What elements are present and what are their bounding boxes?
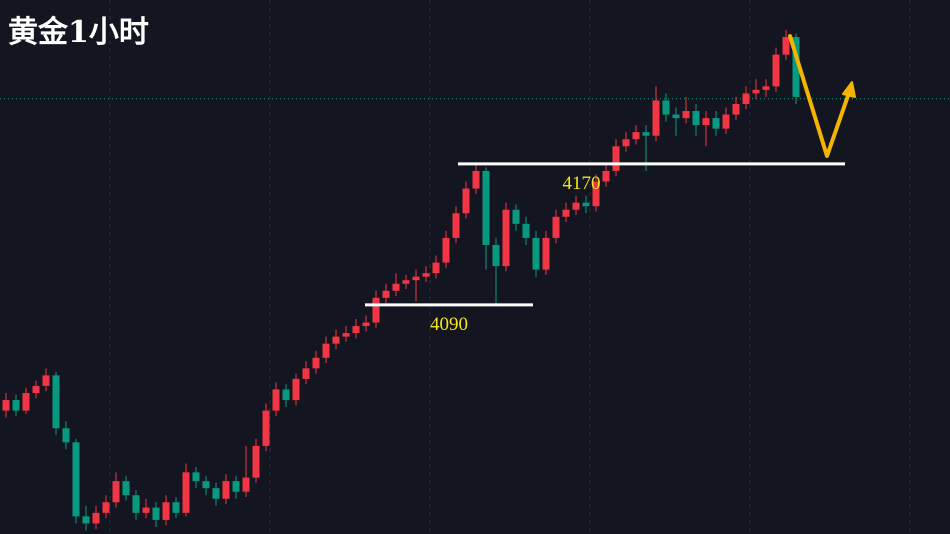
candle-body xyxy=(182,472,190,513)
candle-body xyxy=(632,132,640,140)
candle-body xyxy=(142,507,150,513)
candle-body xyxy=(542,237,550,270)
candle-body xyxy=(462,188,470,214)
candle-body xyxy=(712,118,720,129)
candle-body xyxy=(92,512,100,524)
candle-body xyxy=(162,502,170,520)
candle-body xyxy=(762,86,770,90)
candles xyxy=(2,29,800,531)
candle-body xyxy=(222,481,230,499)
candle-body xyxy=(212,488,220,499)
candle-body xyxy=(32,385,40,394)
candle-body xyxy=(492,244,500,267)
candle-body xyxy=(692,111,700,126)
arrow-head xyxy=(842,81,856,98)
candle-body xyxy=(552,216,560,238)
candle-body xyxy=(672,114,680,119)
candle-body xyxy=(272,389,280,411)
candle-body xyxy=(372,297,380,323)
chart-title: 黄金1小时 xyxy=(8,15,149,50)
candle-body xyxy=(312,357,320,369)
candle-body xyxy=(62,428,70,443)
levels: 4090 4170 xyxy=(365,162,845,335)
candle-body xyxy=(282,389,290,401)
candle-body xyxy=(252,445,260,478)
candle-body xyxy=(12,400,20,411)
candle-body xyxy=(302,368,310,379)
candle-body xyxy=(292,378,300,401)
candle-body xyxy=(452,213,460,238)
candle-body xyxy=(52,375,60,429)
candle-body xyxy=(352,326,360,334)
candle-body xyxy=(132,495,140,513)
candle-body xyxy=(232,481,240,492)
candle-body xyxy=(782,37,790,55)
candle-body xyxy=(662,100,670,115)
candle-body xyxy=(642,132,650,136)
candle-body xyxy=(392,283,400,291)
candle-body xyxy=(442,237,450,263)
candle-body xyxy=(422,273,430,277)
candle-body xyxy=(482,170,490,245)
candle-body xyxy=(412,276,420,281)
candle-body xyxy=(702,118,710,126)
candle-body xyxy=(772,54,780,87)
candle-body xyxy=(432,262,440,274)
candle-body xyxy=(112,481,120,503)
candle-body xyxy=(192,472,200,482)
candle-body xyxy=(202,481,210,489)
candle-body xyxy=(532,237,540,270)
candle-body xyxy=(342,333,350,337)
candle-body xyxy=(402,280,410,284)
candle-body xyxy=(42,375,50,386)
level-label: 4090 xyxy=(430,314,468,335)
candle-body xyxy=(752,89,760,94)
candle-body xyxy=(22,393,30,411)
candle-body xyxy=(512,209,520,224)
candle-body xyxy=(122,481,130,496)
candle-body xyxy=(332,336,340,344)
projection-arrow xyxy=(788,34,856,158)
candle-body xyxy=(792,37,800,97)
candle-body xyxy=(522,223,530,238)
candle-body xyxy=(262,410,270,446)
candle-body xyxy=(622,139,630,147)
candle-body xyxy=(732,103,740,115)
candle-body xyxy=(382,290,390,298)
candle-body xyxy=(82,516,90,524)
candle-body xyxy=(562,209,570,217)
candle-body xyxy=(172,502,180,513)
candle-body xyxy=(322,343,330,358)
candle-body xyxy=(612,146,620,171)
candle-body xyxy=(682,111,690,119)
candle-body xyxy=(472,170,480,189)
candle-body xyxy=(582,202,590,207)
candle-body xyxy=(72,442,80,517)
candle-body xyxy=(242,477,250,492)
candle-body xyxy=(152,507,160,520)
candle-body xyxy=(652,100,660,136)
candle-body xyxy=(602,170,610,182)
candle-body xyxy=(572,202,580,210)
candle-body xyxy=(102,502,110,513)
candle-body xyxy=(592,181,600,207)
candle-body xyxy=(742,93,750,104)
candle-body xyxy=(2,400,10,411)
candle-body xyxy=(362,322,370,327)
candle-body xyxy=(502,209,510,267)
level-label: 4170 xyxy=(563,173,601,194)
candle-body xyxy=(722,114,730,129)
arrow-path xyxy=(788,34,852,158)
